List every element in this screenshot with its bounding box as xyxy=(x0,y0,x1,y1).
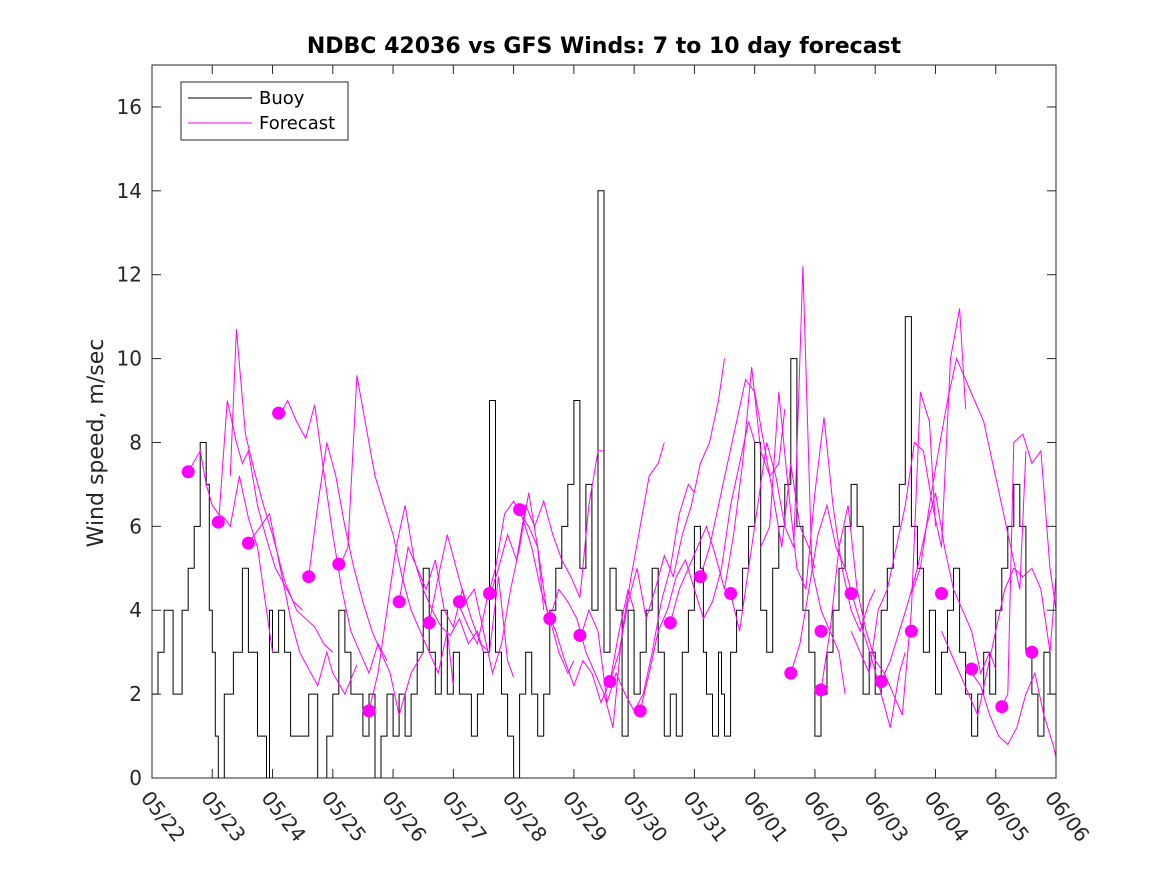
legend-forecast-label: Forecast xyxy=(259,113,335,134)
forecast-line-12 xyxy=(489,450,604,598)
forecast-marker xyxy=(181,465,195,479)
forecast-marker xyxy=(784,666,798,680)
forecast-line-23 xyxy=(820,391,936,716)
forecast-marker xyxy=(844,587,858,600)
buoy-series xyxy=(152,190,1057,779)
forecast-line-19 xyxy=(699,378,816,577)
forecast-marker xyxy=(633,704,647,718)
legend-box xyxy=(180,81,349,141)
chart-title: NDBC 42036 vs GFS Winds: 7 to 10 day for… xyxy=(307,34,902,59)
forecast-marker xyxy=(995,700,1009,714)
forecast-marker xyxy=(211,515,225,529)
forecast-marker xyxy=(573,628,587,642)
y-tick-label: 0 xyxy=(129,766,142,790)
y-tick-label: 12 xyxy=(117,263,142,287)
forecast-marker xyxy=(935,587,948,600)
forecast-line-5 xyxy=(278,399,388,675)
forecast-line-2 xyxy=(217,400,304,611)
forecast-line-25 xyxy=(880,492,997,682)
forecast-marker xyxy=(332,557,346,571)
y-tick-label: 10 xyxy=(117,347,142,371)
forecast-marker xyxy=(513,503,527,517)
forecast-line-14 xyxy=(549,442,665,728)
forecast-line-7 xyxy=(338,375,454,686)
forecast-line-17 xyxy=(639,421,756,712)
forecast-marker xyxy=(814,683,828,697)
plot-area xyxy=(151,64,1057,779)
forecast-marker xyxy=(603,675,617,688)
forecast-marker xyxy=(543,612,557,626)
forecast-marker xyxy=(965,662,979,676)
y-tick-label: 8 xyxy=(129,430,142,454)
forecast-line-22 xyxy=(790,503,906,728)
forecast-line-28 xyxy=(971,671,1057,758)
axes-box xyxy=(151,64,1057,779)
forecast-marker xyxy=(663,616,677,630)
forecast-marker xyxy=(483,587,496,600)
forecast-line-13 xyxy=(519,513,635,704)
forecast-marker xyxy=(241,536,255,550)
y-axis-ticks: 0 2 4 6 8 10 12 14 16 xyxy=(117,95,1056,790)
forecast-line-10 xyxy=(428,492,545,676)
forecast-line-1 xyxy=(187,449,273,653)
forecast-line-8 xyxy=(368,505,484,712)
forecast-line-20 xyxy=(730,266,846,695)
forecast-marker xyxy=(422,616,436,630)
y-tick-label: 14 xyxy=(117,179,142,203)
y-axis-label: Wind speed, m/sec xyxy=(84,339,109,548)
forecast-line-6 xyxy=(308,442,424,716)
forecast-marker xyxy=(1025,645,1039,659)
forecast-line-9 xyxy=(398,545,515,678)
forecast-line-26 xyxy=(910,356,1027,594)
y-tick-label: 16 xyxy=(117,95,142,119)
forecast-marker xyxy=(272,406,286,420)
forecast-line-27 xyxy=(941,567,1057,717)
y-tick-label: 2 xyxy=(129,682,142,706)
forecast-line-15 xyxy=(579,483,695,712)
forecast-marker xyxy=(724,587,738,600)
forecast-line-18 xyxy=(669,366,786,623)
buoy-line xyxy=(152,190,1057,779)
forecast-line-24 xyxy=(850,308,967,675)
forecast-marker xyxy=(362,704,376,718)
legend-buoy-label: Buoy xyxy=(259,88,305,109)
forecast-marker xyxy=(904,624,918,638)
forecast-marker xyxy=(302,570,316,584)
legend: Buoy Forecast xyxy=(180,81,349,141)
forecast-line-29 xyxy=(1001,433,1057,707)
forecast-line-16 xyxy=(609,358,725,682)
forecast-marker xyxy=(814,624,828,638)
forecast-marker xyxy=(452,595,466,609)
forecast-marker xyxy=(392,595,406,609)
y-tick-label: 6 xyxy=(129,514,142,538)
forecast-line-4 xyxy=(247,512,358,696)
forecast-marker xyxy=(693,570,707,584)
y-tick-label: 4 xyxy=(129,598,142,622)
forecast-marker xyxy=(874,675,888,688)
forecast-line-21 xyxy=(760,392,876,633)
forecast-marker-group xyxy=(181,406,1039,718)
